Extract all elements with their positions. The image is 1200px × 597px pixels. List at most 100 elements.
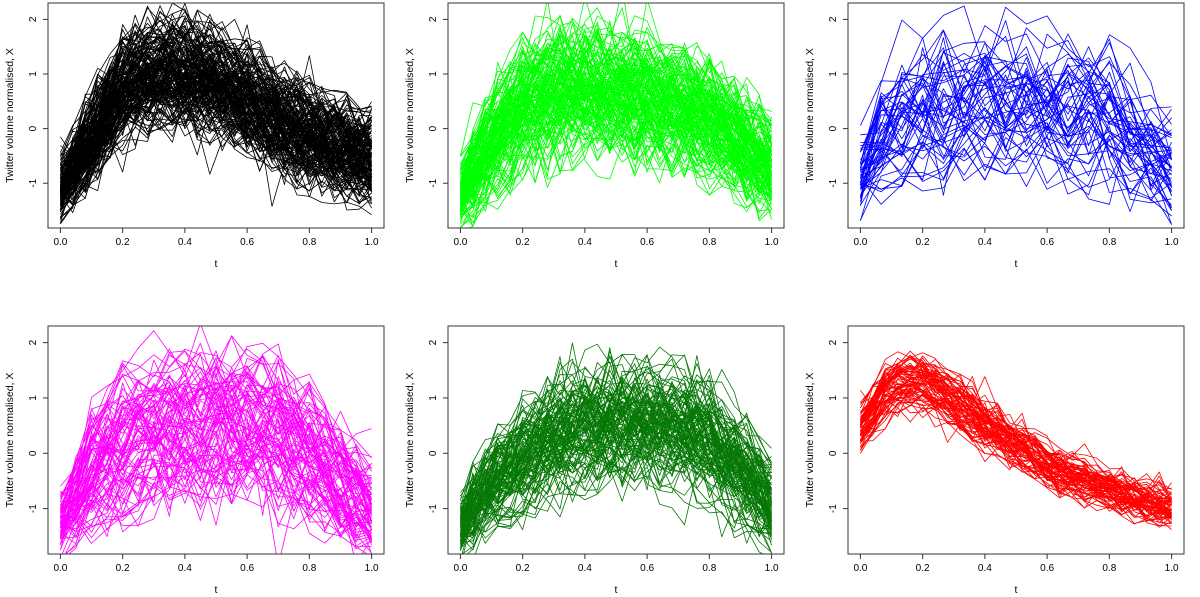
series-line bbox=[60, 376, 372, 524]
series-line bbox=[60, 44, 372, 180]
series-line bbox=[64, 409, 372, 554]
series-line bbox=[860, 356, 1172, 498]
series-line bbox=[60, 455, 372, 538]
series-lines bbox=[60, 3, 372, 225]
y-tick-label: 0 bbox=[828, 125, 839, 131]
series-line bbox=[860, 119, 1172, 225]
series-line bbox=[860, 52, 1172, 161]
x-tick-label: 0.8 bbox=[1102, 237, 1116, 248]
y-tick-label: 1 bbox=[828, 395, 839, 401]
series-line bbox=[60, 74, 372, 215]
x-tick-label: 0.0 bbox=[53, 563, 67, 574]
series-line bbox=[460, 30, 772, 165]
series-line bbox=[60, 350, 372, 523]
series-line bbox=[460, 107, 772, 216]
plot-box bbox=[847, 2, 1185, 229]
series-line bbox=[460, 387, 772, 527]
y-axis-label: Twitter volume normalised, X bbox=[4, 373, 16, 508]
plot-box bbox=[447, 2, 785, 229]
series-line bbox=[460, 15, 772, 171]
series-line bbox=[460, 441, 772, 535]
y-axis-label: Twitter volume normalised, X bbox=[404, 373, 416, 508]
series-lines bbox=[460, 3, 772, 228]
panel-blue: 0.0 0.2 0.4 0.6 0.8 1.0 -1 0 1 2 t Twitter volume n… bbox=[800, 0, 1200, 298]
y-tick-label: 0 bbox=[28, 125, 39, 131]
x-tick-label: 0.2 bbox=[516, 237, 530, 248]
x-axis-label: t bbox=[215, 258, 218, 270]
series-line bbox=[460, 451, 772, 553]
x-tick-label: 0.6 bbox=[640, 563, 654, 574]
x-tick-label: 0.6 bbox=[1040, 237, 1054, 248]
series-line bbox=[860, 385, 1172, 521]
y-tick-label: 2 bbox=[428, 339, 439, 345]
series-line bbox=[860, 42, 1172, 186]
series-line bbox=[860, 93, 1172, 205]
plot-box bbox=[47, 325, 385, 555]
series-line bbox=[460, 355, 772, 516]
series-line bbox=[460, 385, 772, 536]
series-line bbox=[860, 52, 1172, 149]
y-axis-label: Twitter volume normalised, X bbox=[804, 48, 816, 183]
series-line bbox=[460, 407, 772, 549]
x-tick-label: 0.0 bbox=[853, 563, 867, 574]
y-axis-label: Twitter volume normalised, X bbox=[4, 48, 16, 183]
series-line bbox=[68, 423, 372, 554]
y-tick-label: 0 bbox=[428, 125, 439, 131]
x-tick-label: 0.2 bbox=[516, 563, 530, 574]
series-line bbox=[467, 121, 772, 228]
series-line bbox=[65, 439, 372, 554]
series-line bbox=[60, 354, 372, 500]
series-line bbox=[460, 343, 772, 501]
y-tick-label: -1 bbox=[828, 178, 839, 187]
series-line bbox=[860, 109, 1172, 188]
x-tick-label: 0.0 bbox=[853, 237, 867, 248]
series-line bbox=[460, 370, 772, 514]
series-line bbox=[60, 342, 372, 499]
plot-background bbox=[0, 298, 400, 597]
x-tick-label: 0.4 bbox=[178, 237, 192, 248]
series-line bbox=[460, 104, 772, 222]
x-tick-label: 0.0 bbox=[453, 237, 467, 248]
series-line bbox=[460, 71, 772, 199]
series-line bbox=[860, 27, 1172, 142]
series-line bbox=[460, 358, 772, 528]
panel-green: 0.0 0.2 0.4 0.6 0.8 1.0 -1 0 1 2 t Twitter volume n… bbox=[400, 0, 800, 298]
series-line bbox=[60, 357, 372, 527]
series-line bbox=[60, 27, 372, 160]
y-tick-label: 2 bbox=[428, 16, 439, 22]
x-tick-label: 0.4 bbox=[578, 237, 592, 248]
panel-red: 0.0 0.2 0.4 0.6 0.8 1.0 -1 0 1 2 t Twitter volume n… bbox=[800, 298, 1200, 597]
x-tick-label: 1.0 bbox=[765, 237, 779, 248]
panel-magenta: 0.0 0.2 0.4 0.6 0.8 1.0 -1 0 1 2 t Twitter volume n… bbox=[0, 298, 400, 597]
x-axis-label: t bbox=[615, 584, 618, 596]
series-line bbox=[60, 52, 372, 187]
series-line bbox=[860, 103, 1172, 211]
series-lines bbox=[860, 350, 1172, 531]
x-tick-label: 0.8 bbox=[1102, 563, 1116, 574]
red-cluster-plot: 0.0 0.2 0.4 0.6 0.8 1.0 -1 0 1 2 t Twitter volume n… bbox=[800, 298, 1200, 597]
series-line bbox=[860, 126, 1172, 221]
series-line bbox=[460, 442, 772, 539]
series-line bbox=[860, 380, 1172, 524]
series-line bbox=[860, 350, 1172, 496]
series-line bbox=[860, 109, 1172, 202]
series-line bbox=[860, 369, 1172, 504]
y-tick-label: -1 bbox=[428, 504, 439, 513]
series-line bbox=[860, 91, 1172, 208]
series-line bbox=[60, 26, 372, 166]
series-line bbox=[60, 416, 372, 551]
x-tick-label: 1.0 bbox=[1165, 563, 1179, 574]
series-line bbox=[860, 74, 1172, 212]
x-tick-label: 0.8 bbox=[302, 237, 316, 248]
series-line bbox=[460, 99, 772, 212]
x-tick-label: 0.4 bbox=[978, 237, 992, 248]
x-tick-label: 0.8 bbox=[702, 237, 716, 248]
y-tick-label: -1 bbox=[828, 504, 839, 513]
series-line bbox=[60, 374, 372, 537]
series-line bbox=[60, 459, 368, 554]
series-line bbox=[460, 58, 772, 185]
series-line bbox=[460, 3, 772, 194]
y-tick-label: 2 bbox=[828, 339, 839, 345]
series-line bbox=[60, 62, 372, 195]
series-line bbox=[860, 134, 1172, 225]
